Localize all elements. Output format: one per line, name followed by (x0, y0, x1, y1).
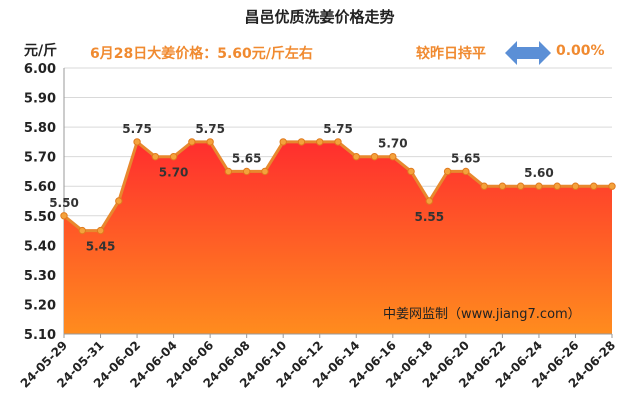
data-point (425, 197, 434, 205)
data-point (480, 182, 488, 190)
y-tick-label: 5.90 (24, 92, 56, 107)
y-tick-label: 5.80 (24, 121, 56, 136)
data-point (516, 182, 525, 190)
compare-value: 0.00% (556, 43, 605, 59)
y-tick-label: 5.70 (24, 151, 56, 166)
data-label: 5.55 (415, 210, 445, 224)
y-tick-label: 5.60 (24, 180, 56, 195)
data-label: 5.75 (323, 122, 353, 136)
data-point (462, 167, 470, 176)
data-point (498, 182, 507, 190)
data-label: 5.50 (49, 196, 79, 210)
data-label: 5.75 (122, 122, 152, 136)
data-point (115, 197, 123, 205)
data-label: 5.60 (524, 166, 554, 180)
data-point (151, 152, 160, 161)
data-point (133, 138, 141, 146)
watermark: 中姜网监制（www.jiang7.com） (383, 307, 581, 322)
x-axis: 24-05-2924-05-3124-06-0224-06-0424-06-06… (18, 333, 618, 391)
data-point (279, 138, 287, 146)
data-labels: 5.50 5.45 5.75 5.70 5.75 5.65 5.75 5.70 5.55 5.65… (49, 122, 554, 254)
data-points (60, 138, 616, 235)
data-point (188, 138, 196, 146)
y-unit-label: 元/斤 (24, 43, 58, 59)
data-point (261, 167, 269, 176)
data-point (169, 152, 178, 161)
data-point (352, 152, 360, 161)
data-point (389, 152, 397, 161)
data-point (407, 167, 415, 176)
data-point (370, 152, 379, 161)
data-label: 5.45 (86, 240, 116, 254)
data-point (297, 138, 306, 146)
data-point (96, 226, 105, 235)
y-tick-label: 5.20 (24, 298, 56, 313)
data-label: 5.75 (195, 122, 225, 136)
data-label: 5.70 (378, 137, 408, 151)
area-fill (64, 141, 612, 334)
chart-title: 昌邑优质洗姜价格走势 (244, 8, 395, 26)
y-tick-label: 6.00 (24, 62, 56, 77)
data-point (608, 182, 616, 190)
data-point (316, 138, 324, 146)
data-point (571, 182, 580, 190)
data-point (590, 182, 598, 190)
y-axis: 6.00 5.90 5.80 5.70 5.60 5.50 5.40 5.30 5.20 5.10 (24, 62, 65, 343)
double-arrow-icon (505, 41, 551, 65)
data-point (60, 212, 68, 220)
data-point (334, 138, 342, 146)
data-label: 5.70 (159, 166, 189, 180)
data-point (553, 182, 561, 190)
compare-label: 较昨日持平 (416, 46, 486, 62)
y-tick-label: 5.10 (24, 328, 56, 343)
data-point (535, 182, 543, 190)
y-tick-label: 5.50 (24, 210, 56, 225)
data-point (78, 226, 86, 235)
price-note: 6月28日大姜价格：5.60元/斤左右 (90, 46, 313, 62)
data-label: 5.65 (451, 151, 481, 165)
data-point (443, 167, 452, 176)
data-point (206, 138, 214, 146)
data-point (224, 167, 233, 176)
data-label: 5.65 (232, 151, 262, 165)
y-tick-label: 5.40 (24, 239, 56, 254)
y-tick-label: 5.30 (24, 269, 56, 284)
data-point (242, 167, 251, 176)
